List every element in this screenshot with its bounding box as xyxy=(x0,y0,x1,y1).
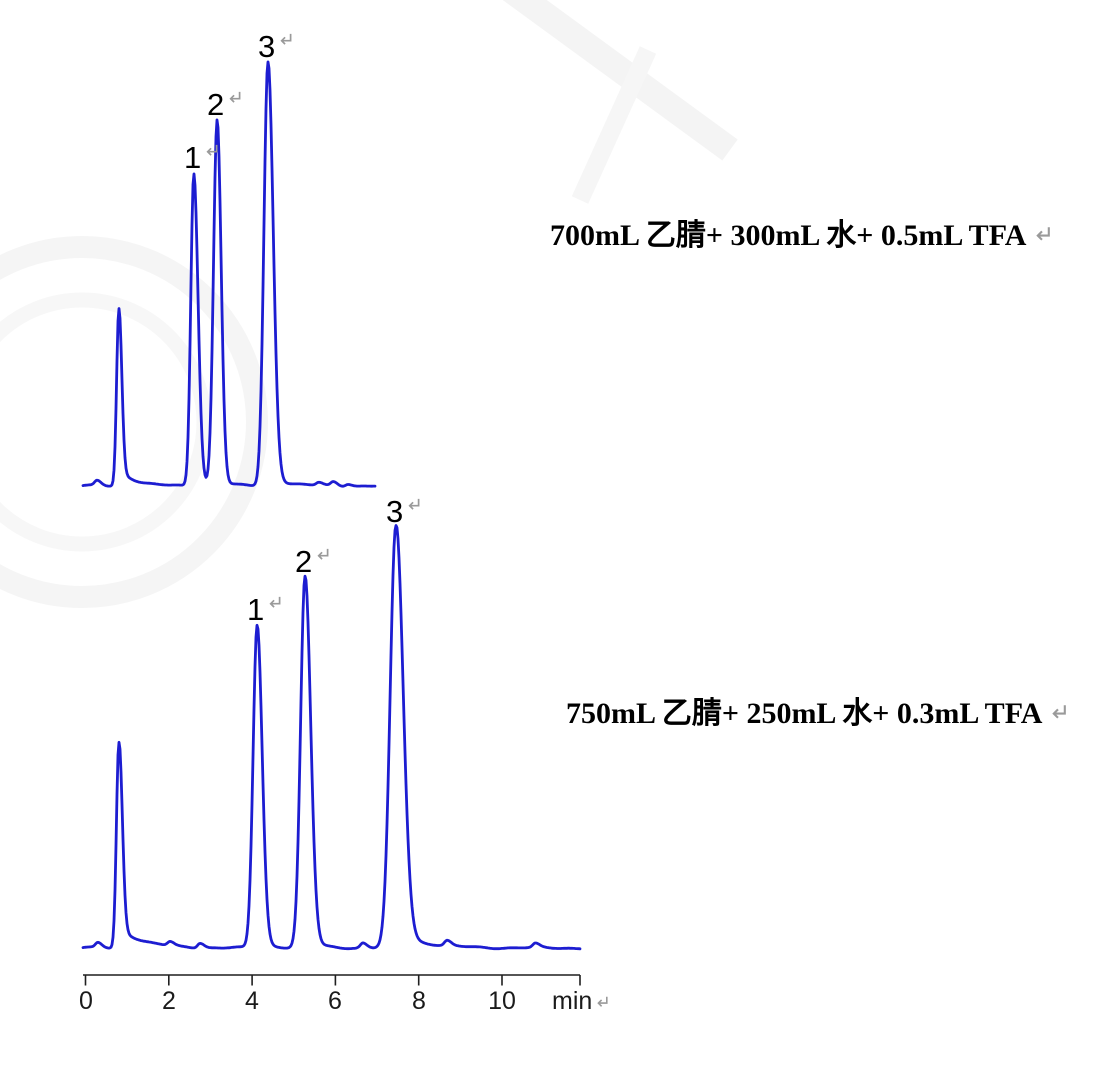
trace-bottom xyxy=(81,524,582,951)
peak-label-top-1: 1 xyxy=(184,140,220,176)
peak-number: 3 xyxy=(386,494,404,529)
axis-tick-label-6: 6 xyxy=(328,987,342,1015)
mobile-phase-text-top: 700mL 乙腈+ 300mL 水+ 0.5mL TFA xyxy=(550,219,1027,252)
watermark-stroke xyxy=(502,0,738,161)
watermark-stroke xyxy=(571,46,657,204)
peak-label-top-2: 2 xyxy=(207,87,243,123)
peak-number: 2 xyxy=(207,87,225,122)
x-axis-line xyxy=(83,974,581,986)
traces xyxy=(81,60,582,951)
peak-label-bottom-3: 3 xyxy=(386,494,422,530)
watermark-stroke xyxy=(0,236,268,608)
return-mark-icon xyxy=(229,91,241,103)
axis-tick-label-2: 2 xyxy=(162,987,176,1015)
peak-number: 1 xyxy=(247,592,265,627)
return-mark-icon xyxy=(317,548,329,560)
peak-label-bottom-2: 2 xyxy=(295,544,331,580)
return-mark-icon xyxy=(206,144,218,156)
return-mark-icon xyxy=(1052,704,1067,719)
mobile-phase-label-top: 700mL 乙腈+ 300mL 水+ 0.5mL TFA xyxy=(550,210,1053,254)
return-mark-icon xyxy=(1036,226,1051,241)
return-mark-icon xyxy=(597,996,608,1008)
axis-tick-label-4: 4 xyxy=(245,987,259,1015)
peak-label-top-3: 3 xyxy=(258,29,294,65)
x-axis xyxy=(83,974,581,986)
peak-number: 1 xyxy=(184,140,202,175)
return-mark-icon xyxy=(280,33,292,45)
peak-number: 2 xyxy=(295,544,313,579)
mobile-phase-label-bottom: 750mL 乙腈+ 250mL 水+ 0.3mL TFA xyxy=(566,688,1069,732)
axis-unit-label: min xyxy=(552,987,610,1016)
watermark xyxy=(0,0,738,608)
axis-tick-label-8: 8 xyxy=(412,987,426,1015)
return-mark-icon xyxy=(269,596,281,608)
mobile-phase-text-bottom: 750mL 乙腈+ 250mL 水+ 0.3mL TFA xyxy=(566,697,1043,730)
peak-number: 3 xyxy=(258,29,276,64)
return-mark-icon xyxy=(408,498,420,510)
axis-tick-label-10: 10 xyxy=(488,987,516,1015)
watermark-stroke xyxy=(0,292,212,552)
peak-label-bottom-1: 1 xyxy=(247,592,283,628)
trace-top xyxy=(81,60,377,488)
axis-tick-label-0: 0 xyxy=(79,987,93,1015)
